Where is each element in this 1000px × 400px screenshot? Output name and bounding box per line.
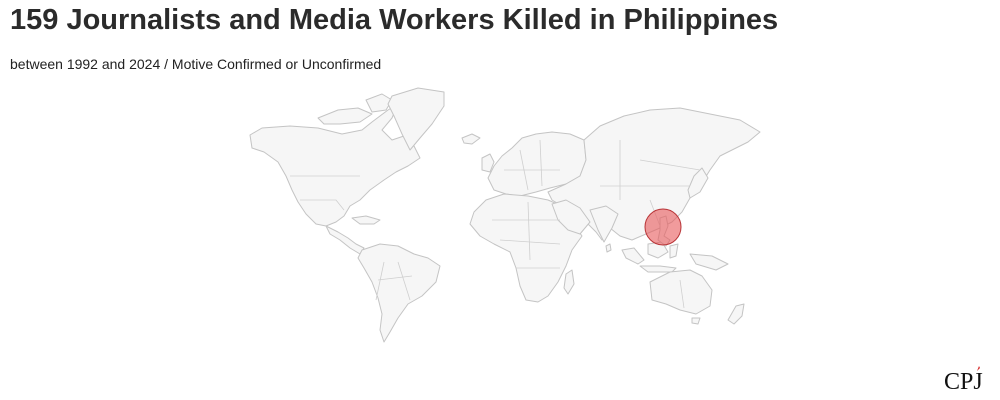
india	[589, 205, 619, 243]
iceland	[461, 133, 481, 145]
indonesia-java	[639, 265, 677, 273]
page-title: 159 Journalists and Media Workers Killed…	[10, 4, 779, 36]
caribbean-islands	[351, 215, 381, 225]
logo-flame-icon	[977, 364, 980, 371]
indonesia-sumatra	[621, 247, 645, 265]
sri-lanka	[605, 243, 612, 253]
cpj-logo: CPJ	[944, 364, 983, 395]
continent-north-america	[249, 103, 421, 227]
continent-australia	[649, 269, 713, 315]
japan	[687, 167, 709, 199]
sulawesi	[669, 243, 679, 259]
new-guinea	[689, 253, 729, 271]
new-zealand	[727, 303, 745, 325]
arabian-peninsula	[551, 199, 591, 235]
uk-ireland	[481, 153, 495, 173]
country-borders	[290, 139, 701, 309]
arctic-islands	[317, 107, 373, 125]
continent-south-america	[357, 243, 441, 343]
cpj-logo-text: CPJ	[944, 369, 983, 395]
continent-africa	[469, 193, 583, 303]
central-america	[325, 225, 365, 255]
greenland	[387, 87, 445, 151]
page-subtitle: between 1992 and 2024 / Motive Confirmed…	[10, 56, 382, 72]
philippines-marker[interactable]	[644, 208, 682, 246]
madagascar	[563, 269, 575, 295]
tasmania	[691, 317, 701, 325]
